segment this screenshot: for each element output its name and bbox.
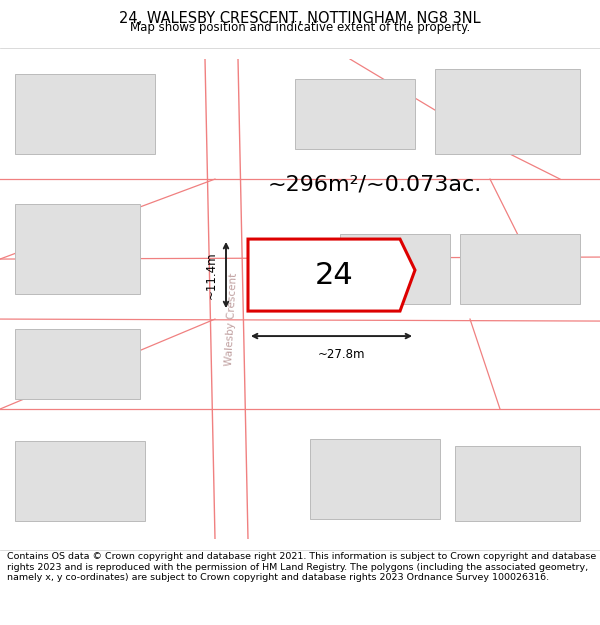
Bar <box>340 234 450 304</box>
Text: 24, WALESBY CRESCENT, NOTTINGHAM, NG8 3NL: 24, WALESBY CRESCENT, NOTTINGHAM, NG8 3N… <box>119 11 481 26</box>
Bar <box>310 439 440 519</box>
Text: ~296m²/~0.073ac.: ~296m²/~0.073ac. <box>268 174 482 194</box>
Text: ~11.4m: ~11.4m <box>205 251 218 299</box>
Bar <box>435 69 580 154</box>
Bar <box>15 441 145 521</box>
Bar <box>15 204 140 294</box>
Polygon shape <box>248 239 415 311</box>
Text: ~27.8m: ~27.8m <box>318 348 365 361</box>
Bar <box>295 79 415 149</box>
Text: Walesby Crescent: Walesby Crescent <box>224 272 239 366</box>
Bar <box>15 74 155 154</box>
Bar <box>15 329 140 399</box>
Text: Contains OS data © Crown copyright and database right 2021. This information is : Contains OS data © Crown copyright and d… <box>7 552 596 582</box>
Bar <box>455 446 580 521</box>
Bar <box>460 234 580 304</box>
Text: Map shows position and indicative extent of the property.: Map shows position and indicative extent… <box>130 21 470 34</box>
Text: 24: 24 <box>314 261 353 289</box>
